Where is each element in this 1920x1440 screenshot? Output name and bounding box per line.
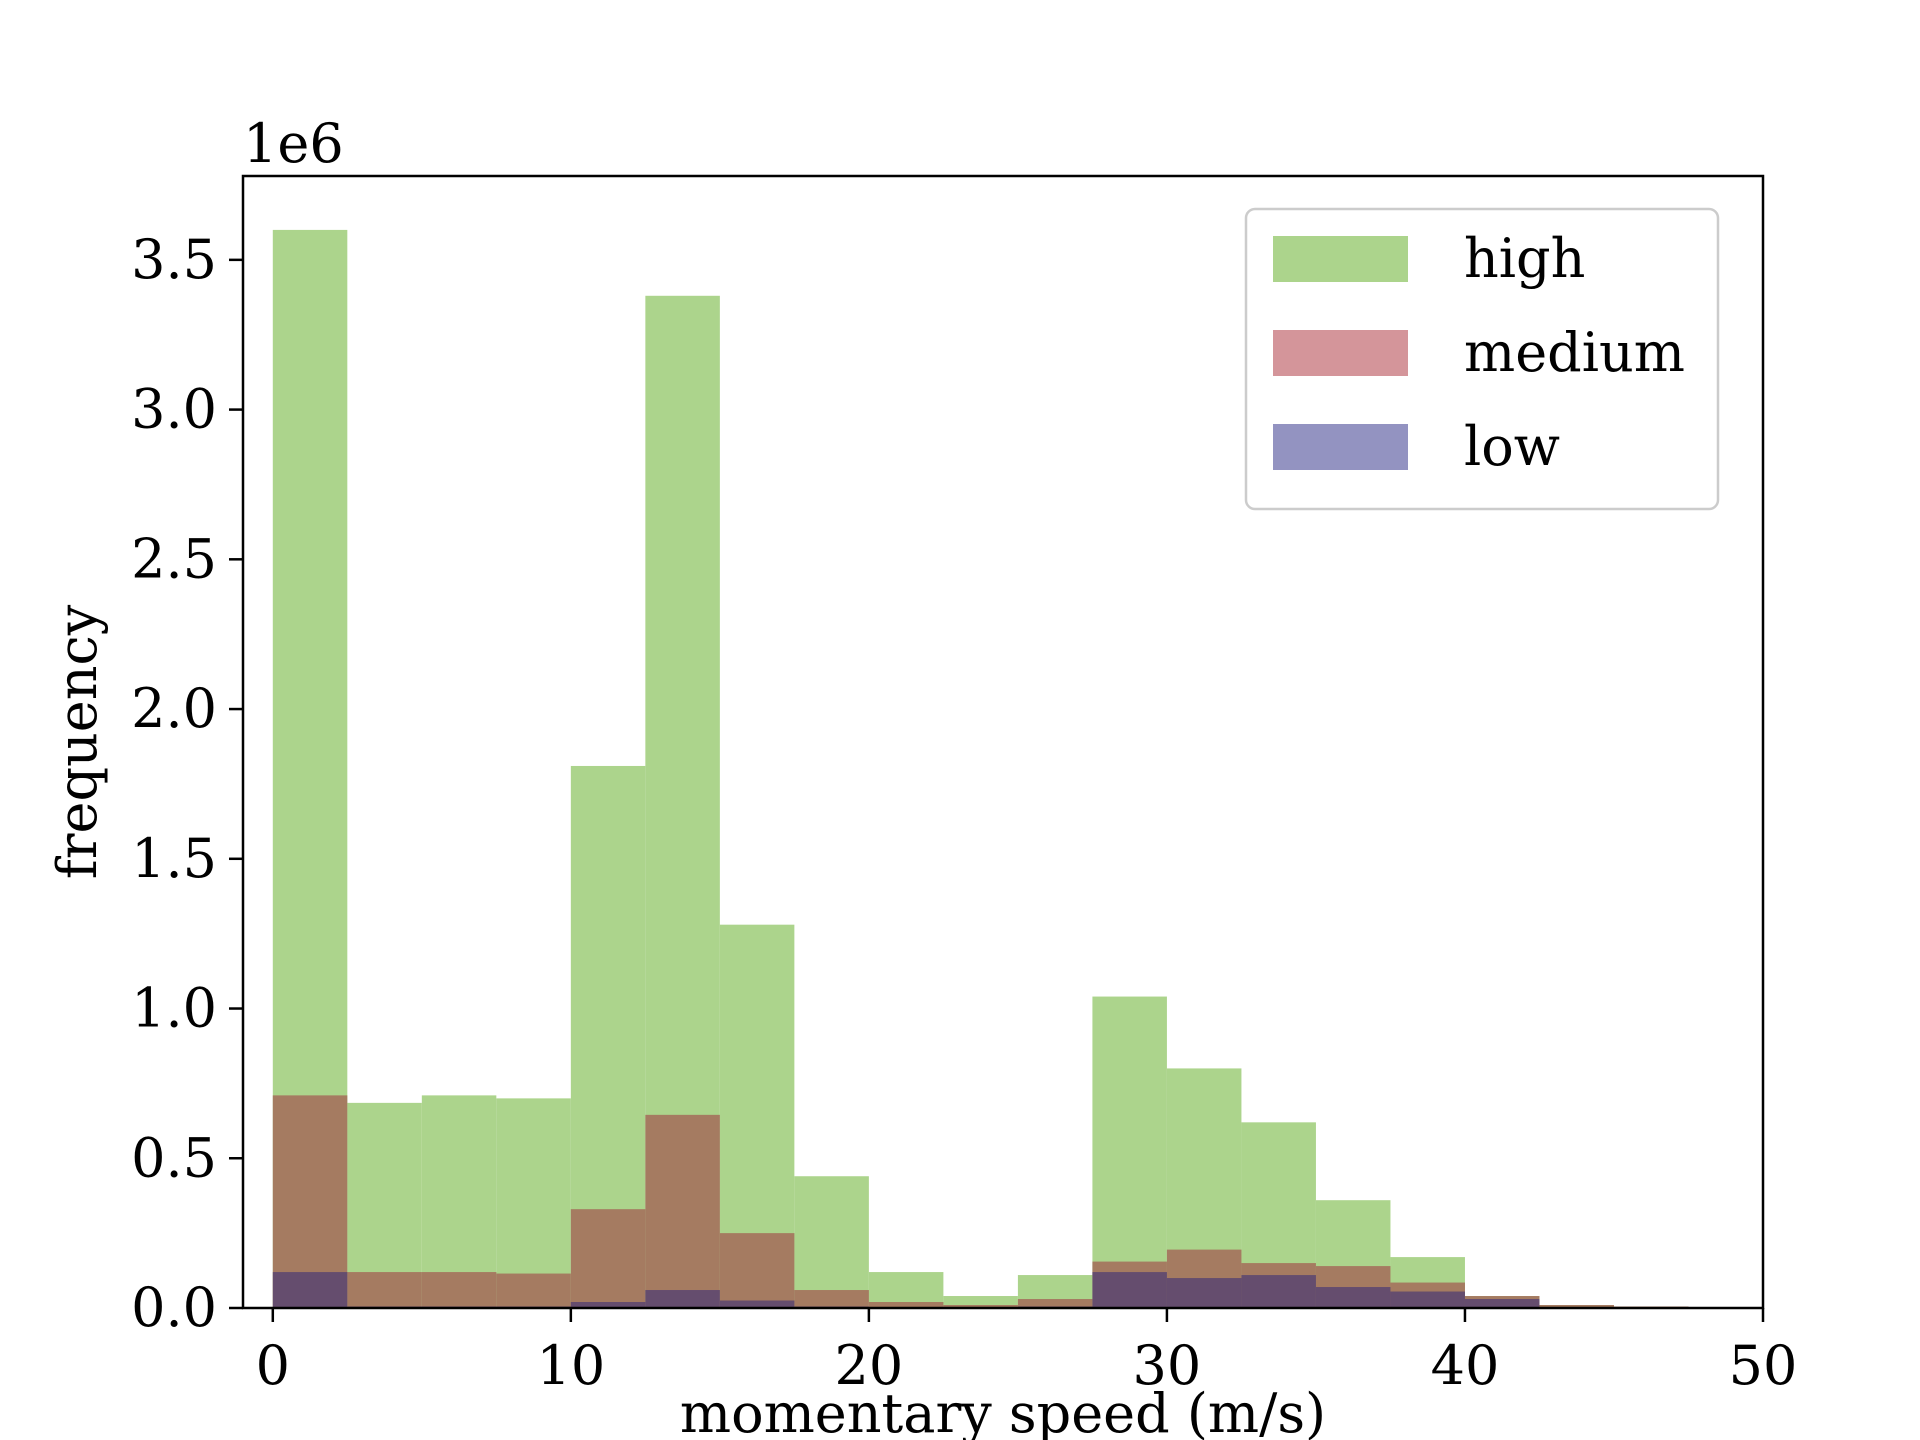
bar-medium: [794, 1290, 869, 1308]
y-axis-label: frequency: [46, 604, 109, 879]
y-tick-label: 1.0: [131, 977, 217, 1040]
x-tick-label: 0: [256, 1334, 290, 1397]
x-axis-ticks: 0 10 20 30 40 50: [256, 1308, 1798, 1397]
bar-high: [943, 1296, 1018, 1308]
bar-low: [1390, 1291, 1465, 1308]
bar-high: [794, 1176, 869, 1308]
bar-low: [272, 1272, 348, 1308]
bar-low: [1464, 1299, 1540, 1308]
legend-label-high: high: [1464, 227, 1585, 290]
x-tick-label: 50: [1729, 1334, 1798, 1397]
bar-low: [1092, 1272, 1167, 1308]
bar-medium: [347, 1272, 422, 1308]
y-tick-label: 2.5: [131, 527, 217, 590]
y-tick-label: 0.0: [131, 1276, 217, 1339]
bar-medium: [645, 1114, 720, 1308]
bar-low: [1241, 1275, 1316, 1308]
y-tick-label: 1.5: [131, 827, 217, 890]
x-tick-label: 40: [1431, 1334, 1500, 1397]
legend-swatch-medium: [1273, 330, 1408, 376]
x-axis-label: momentary speed (m/s): [680, 1382, 1326, 1440]
legend-swatch-low: [1273, 424, 1408, 470]
bar-medium: [719, 1233, 795, 1308]
x-tick-label: 10: [536, 1334, 605, 1397]
bars-layer: [272, 229, 1689, 1309]
bar-medium: [570, 1209, 646, 1308]
bar-low: [719, 1300, 795, 1308]
bar-medium: [496, 1273, 571, 1308]
bar-medium: [943, 1305, 1018, 1308]
legend-swatch-high: [1273, 236, 1408, 282]
bar-medium: [1017, 1299, 1093, 1308]
bar-medium: [1539, 1305, 1614, 1308]
y-offset-label: 1e6: [243, 112, 344, 175]
bar-high: [496, 1098, 571, 1308]
bar-low: [570, 1302, 646, 1308]
bar-low: [645, 1290, 720, 1308]
y-tick-label: 2.0: [131, 677, 217, 740]
x-tick-label: 20: [835, 1334, 904, 1397]
y-tick-label: 3.0: [131, 378, 217, 441]
bar-medium: [421, 1272, 497, 1308]
y-tick-label: 0.5: [131, 1126, 217, 1189]
legend: high medium low: [1244, 207, 1720, 511]
bar-high: [1092, 996, 1167, 1308]
x-tick-label: 30: [1133, 1334, 1202, 1397]
bar-low: [1166, 1278, 1242, 1308]
legend-label-low: low: [1464, 415, 1560, 478]
bar-medium: [868, 1302, 944, 1308]
y-axis-ticks: 0.0 0.5 1.0 1.5 2.0 2.5 3.0 3.5: [131, 228, 243, 1339]
y-tick-label: 3.5: [131, 228, 217, 291]
plot-frame: [241, 174, 1765, 1310]
bar-low: [1315, 1287, 1391, 1308]
legend-label-medium: medium: [1464, 321, 1685, 384]
